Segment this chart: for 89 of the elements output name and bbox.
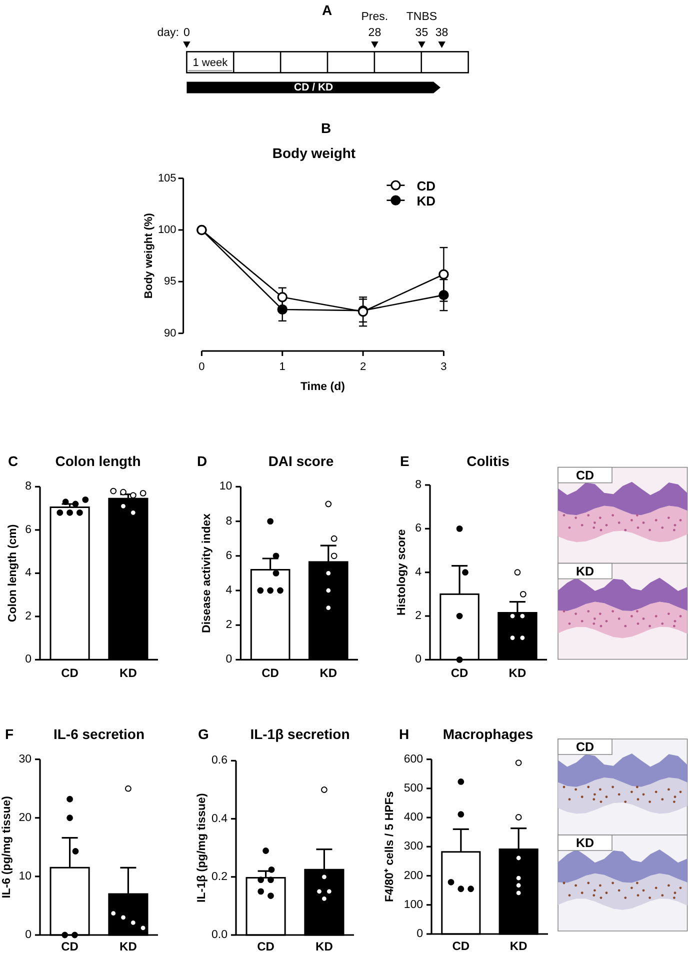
y-tick-label: 300 xyxy=(404,840,423,853)
x-tick-label: 1 xyxy=(279,361,286,373)
y-tick-label: 500 xyxy=(404,782,423,794)
y-tick-label: 0 xyxy=(226,654,232,666)
text: TNBS xyxy=(406,11,438,23)
y-axis-title: Body weight (%) xyxy=(143,212,155,299)
y-tick-label: 10 xyxy=(219,480,232,493)
y-tick-label: 30 xyxy=(18,753,32,766)
y-tick-label: 0.0 xyxy=(212,929,228,941)
chart-title: IL-6 secretion xyxy=(53,726,145,742)
y-tick-label: 20 xyxy=(18,812,32,824)
text: 28 xyxy=(368,27,382,39)
chart-title: IL-1β secretion xyxy=(250,726,350,742)
text: H xyxy=(399,726,410,742)
text: CD / KD xyxy=(294,82,334,94)
text: CD xyxy=(576,468,594,482)
text: Pres. xyxy=(361,11,388,23)
x-tick-label: KD xyxy=(316,940,334,954)
text: C xyxy=(8,453,18,469)
y-tick-label: 6 xyxy=(25,524,32,536)
text: G xyxy=(198,726,209,742)
y-tick-label: 600 xyxy=(404,753,423,766)
y-axis-title: Disease activity index xyxy=(201,512,213,633)
x-tick-label: 3 xyxy=(440,361,447,373)
x-tick-label: KD xyxy=(510,939,528,953)
y-tick-label: 90 xyxy=(164,327,176,340)
x-axis-title: Time (d) xyxy=(300,381,346,393)
y-tick-label: 2 xyxy=(415,610,422,622)
y-tick-label: 0 xyxy=(416,928,423,940)
y-tick-label: 6 xyxy=(226,550,232,562)
text: KD xyxy=(576,836,594,850)
x-tick-label: 2 xyxy=(360,361,366,373)
x-tick-label: KD xyxy=(320,666,338,680)
text: E xyxy=(400,453,410,469)
y-tick-label: 6 xyxy=(415,522,422,535)
y-axis-title: IL-6 (pg/mg tissue) xyxy=(1,796,13,898)
y-tick-label: 10 xyxy=(18,870,32,882)
y-tick-label: 8 xyxy=(415,479,422,491)
x-tick-label: CD xyxy=(257,940,275,954)
text: F xyxy=(5,726,14,742)
legend-label: KD xyxy=(416,192,436,208)
y-tick-label: 4 xyxy=(25,567,32,580)
chart-title: Macrophages xyxy=(442,726,534,742)
x-tick-label: CD xyxy=(450,666,469,680)
x-tick-label: CD xyxy=(61,940,79,954)
x-tick-label: KD xyxy=(120,940,138,954)
text: 35 xyxy=(415,27,428,39)
chart-title: DAI score xyxy=(268,453,334,469)
x-tick-label: CD xyxy=(452,939,470,953)
y-tick-label: 0 xyxy=(25,929,32,941)
text: CD xyxy=(576,740,594,754)
chart-title: Colon length xyxy=(55,453,141,469)
chart-title: Colitis xyxy=(466,453,510,469)
x-tick-label: KD xyxy=(120,666,138,680)
y-axis-title: Colon length (cm) xyxy=(7,524,19,622)
x-tick-label: CD xyxy=(262,666,280,680)
text: 38 xyxy=(435,27,448,39)
legend-label: CD xyxy=(416,178,436,193)
text: day: xyxy=(157,27,179,39)
text: B xyxy=(321,120,332,136)
y-tick-label: 4 xyxy=(415,566,422,578)
y-axis-title: IL-1β (pg/mg tissue) xyxy=(196,793,208,902)
text: D xyxy=(197,453,208,469)
x-tick-label: KD xyxy=(508,666,526,680)
y-tick-label: 105 xyxy=(158,172,176,184)
text: 1 week xyxy=(192,57,228,70)
y-tick-label: 8 xyxy=(25,480,32,493)
y-tick-label: 4 xyxy=(226,584,233,596)
y-tick-label: 0.4 xyxy=(212,812,228,825)
y-tick-label: 100 xyxy=(158,224,176,236)
y-tick-label: 0.6 xyxy=(212,754,228,767)
y-tick-label: 100 xyxy=(404,898,423,911)
y-tick-label: 2 xyxy=(25,610,32,622)
y-tick-label: 0.2 xyxy=(212,870,228,883)
y-axis-title: F4/80⁺ cells / 5 HPFs xyxy=(384,791,396,902)
y-tick-label: 0 xyxy=(25,654,32,666)
chart-title: Body weight xyxy=(272,145,356,161)
text: KD xyxy=(576,564,594,578)
text: A xyxy=(322,2,332,18)
x-tick-label: 0 xyxy=(198,361,205,373)
text: 0 xyxy=(183,27,190,39)
y-tick-label: 0 xyxy=(415,654,422,666)
y-tick-label: 200 xyxy=(404,870,423,882)
y-tick-label: 2 xyxy=(226,619,232,632)
y-tick-label: 95 xyxy=(164,276,176,288)
y-axis-title: Histology score xyxy=(396,529,408,616)
x-tick-label: CD xyxy=(61,666,79,680)
y-tick-label: 400 xyxy=(404,812,423,824)
y-tick-label: 8 xyxy=(226,515,232,528)
